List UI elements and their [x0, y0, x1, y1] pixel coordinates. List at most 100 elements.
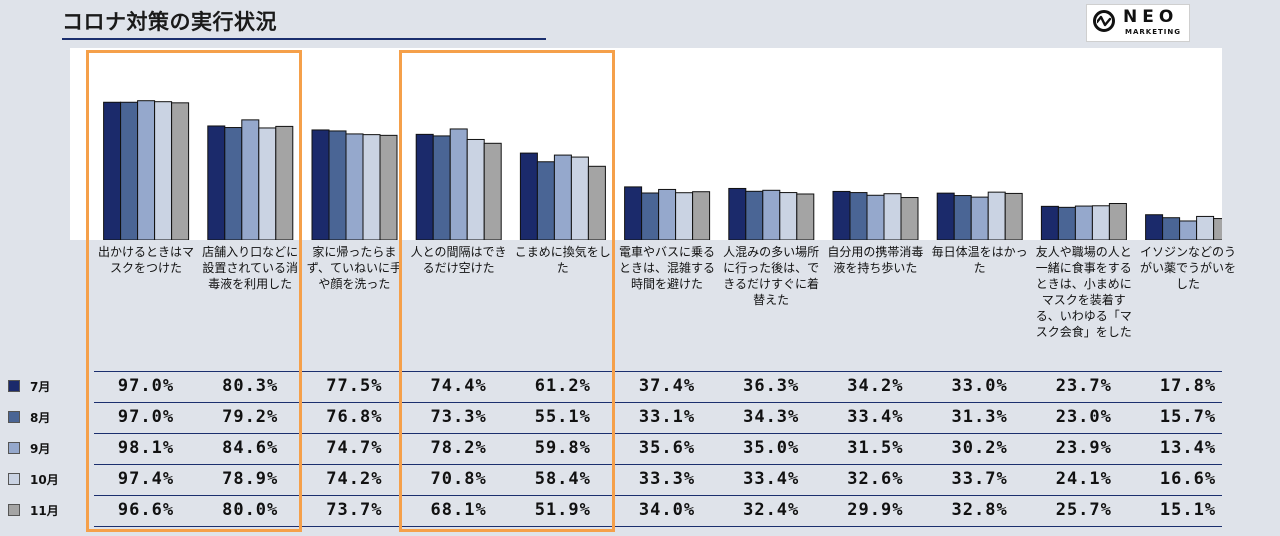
value-cell: 35.0% [743, 438, 800, 458]
bar-6-2 [762, 189, 781, 240]
value-cell: 80.0% [222, 500, 279, 520]
category-label: 人との間隔はできるだけ空けた [410, 245, 507, 275]
category-label: 友人や職場の人と一緒に食事をするときは、小まめにマスクを装着する、いわゆる「マス… [1035, 245, 1132, 339]
value-cell: 74.4% [430, 376, 487, 396]
bar-5-1 [641, 192, 660, 240]
value-cell: 78.9% [222, 469, 279, 489]
bar-6-1 [745, 190, 764, 240]
value-cell: 58.4% [534, 469, 591, 489]
value-cell: 32.8% [951, 500, 1008, 520]
value-cell: 51.9% [534, 500, 591, 520]
table-rule [94, 495, 1222, 496]
value-cell: 33.0% [951, 376, 1008, 396]
neo-marketing-logo: NEO MARKETING [1086, 4, 1190, 42]
value-cell: 34.0% [638, 500, 696, 520]
value-cell: 76.8% [326, 407, 383, 427]
category-label: こまめに換気をした [514, 245, 611, 275]
bar-2-0 [311, 129, 330, 240]
bar-10-3 [1196, 215, 1215, 240]
bar-7-3 [883, 193, 902, 240]
category-label: 毎日体温をはかった [931, 245, 1028, 275]
bar-8-3 [987, 191, 1006, 240]
legend-item: 7月 [8, 375, 50, 397]
bar-9-3 [1091, 205, 1110, 240]
bar-1-4 [275, 125, 294, 240]
bar-3-4 [483, 142, 502, 240]
category-label: 電車やバスに乗るときは、混雑する時間を避けた [618, 245, 715, 291]
value-cell: 73.7% [326, 500, 383, 520]
value-cell: 74.2% [326, 469, 383, 489]
legend-label: 10月 [30, 472, 59, 487]
value-cell: 25.7% [1055, 500, 1112, 520]
bar-7-0 [832, 190, 851, 240]
value-cell: 34.3% [743, 407, 800, 427]
bar-9-1 [1057, 206, 1076, 240]
bar-7-2 [866, 194, 885, 240]
highlight-box [86, 50, 303, 532]
bar-8-2 [970, 196, 989, 240]
legend-swatch [8, 411, 20, 423]
logo-name: NEO [1123, 7, 1179, 27]
value-cell: 15.7% [1159, 407, 1217, 427]
legend-swatch [8, 380, 20, 392]
value-cell: 84.6% [222, 438, 279, 458]
value-cell: 98.1% [117, 438, 175, 458]
bar-9-0 [1040, 205, 1059, 240]
value-cell: 74.7% [326, 438, 383, 458]
bar-5-0 [624, 186, 643, 240]
bar-10-1 [1162, 217, 1181, 240]
value-cell: 23.7% [1055, 376, 1112, 396]
value-cell: 97.4% [117, 469, 175, 489]
table-rule [94, 371, 1222, 372]
value-cell: 32.4% [743, 500, 800, 520]
page-title: コロナ対策の実行状況 [62, 10, 277, 34]
value-cell: 33.3% [638, 469, 696, 489]
value-cell: 77.5% [326, 376, 383, 396]
value-cell: 31.5% [847, 438, 904, 458]
bar-10-4 [1213, 218, 1222, 240]
legend-swatch [8, 473, 20, 485]
category-label: 自分用の携帯消毒液を持ち歩いた [827, 245, 924, 275]
bar-4-4 [587, 165, 606, 240]
highlight-box [398, 50, 615, 532]
category-label: 出かけるときはマスクをつけた [97, 245, 194, 275]
legend-item: 11月 [8, 499, 59, 521]
legend-item: 9月 [8, 437, 50, 459]
legend-swatch [8, 442, 20, 454]
legend-label: 7月 [30, 379, 51, 394]
bar-chart [70, 48, 1222, 240]
table-rule [94, 464, 1222, 465]
value-cell: 61.2% [534, 376, 591, 396]
bar-6-3 [779, 192, 798, 240]
bar-2-3 [362, 134, 381, 240]
value-cell: 23.9% [1055, 438, 1112, 458]
category-label: 家に帰ったらまず、ていねいに手や顔を洗った [306, 245, 402, 291]
category-label: 店舗入り口などに設置されている消毒液を利用した [202, 245, 299, 291]
chart-svg [103, 100, 1222, 240]
table-rule [94, 433, 1222, 434]
logo-wave-icon [1093, 10, 1115, 32]
category-label: イソジンなどのうがい薬でうがいをした [1139, 245, 1236, 291]
bar-6-4 [796, 193, 815, 240]
bar-9-4 [1108, 203, 1127, 240]
bar-10-2 [1179, 220, 1198, 240]
value-cell: 80.3% [222, 376, 279, 396]
value-cell: 16.6% [1159, 469, 1217, 489]
bar-7-4 [900, 197, 919, 240]
value-cell: 31.3% [951, 407, 1008, 427]
bar-2-2 [345, 133, 364, 240]
value-cell: 79.2% [222, 407, 279, 427]
value-cell: 24.1% [1055, 469, 1112, 489]
bar-5-3 [675, 192, 694, 240]
bar-8-1 [953, 195, 972, 240]
value-cell: 78.2% [430, 438, 487, 458]
value-cell: 97.0% [117, 376, 175, 396]
category-label: 人混みの多い場所に行った後は、できるだけすぐに着替えた [723, 245, 820, 307]
legend-item: 8月 [8, 406, 50, 428]
legend-label: 8月 [30, 410, 51, 425]
title-underline [62, 38, 546, 40]
value-cell: 37.4% [638, 376, 696, 396]
bar-2-4 [379, 134, 398, 240]
legend-swatch [8, 504, 20, 516]
value-cell: 35.6% [638, 438, 696, 458]
